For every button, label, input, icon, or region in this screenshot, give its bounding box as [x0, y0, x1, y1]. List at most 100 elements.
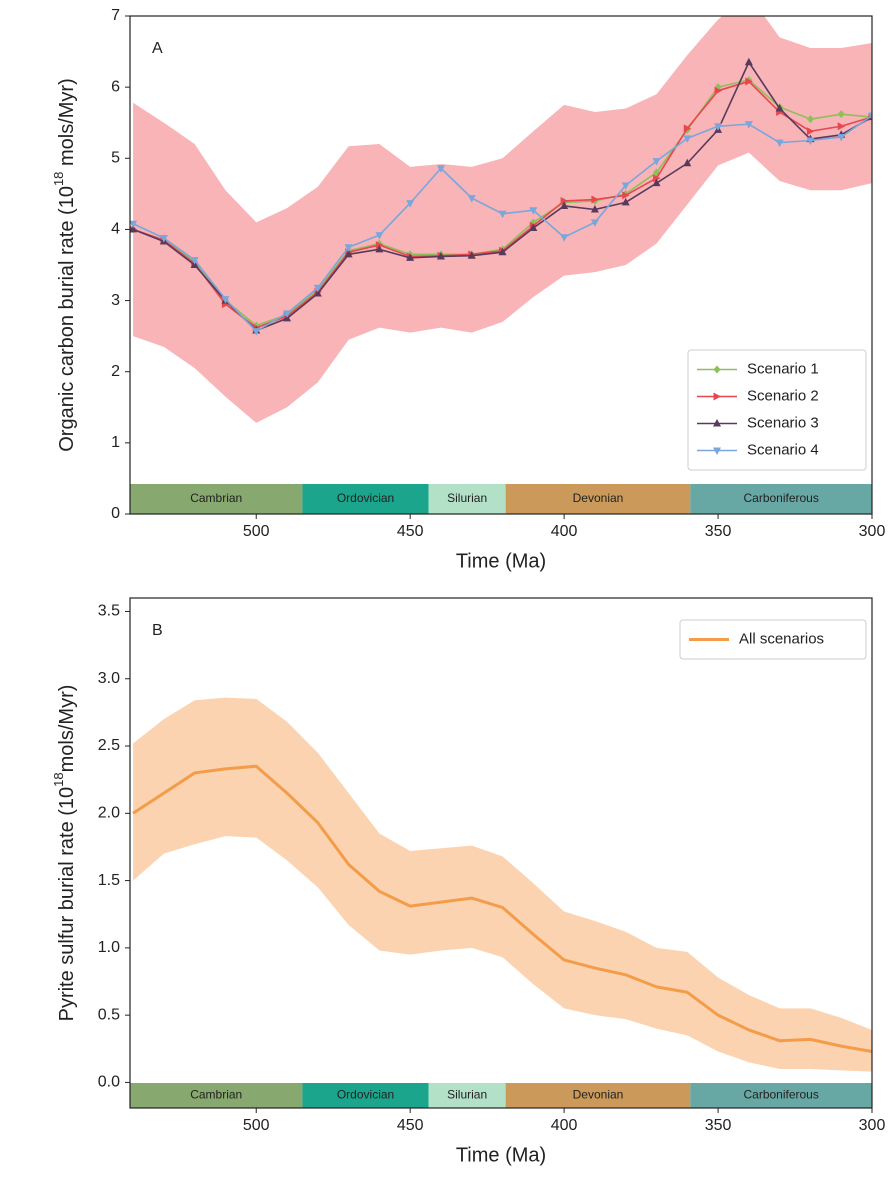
period-label: Devonian: [573, 491, 624, 505]
series-marker: [313, 288, 322, 297]
series-marker: [837, 122, 846, 131]
y-tick-label: 2: [111, 363, 120, 380]
legend-marker: [713, 392, 721, 401]
y-tick-label: 0: [111, 505, 120, 522]
legend-marker: [713, 365, 721, 374]
period-label: Carboniferous: [743, 1088, 818, 1102]
x-tick-label: 400: [551, 1117, 578, 1134]
series-marker: [591, 195, 599, 204]
series-marker: [683, 135, 692, 143]
y-tick-label: 0.5: [98, 1006, 120, 1023]
y-tick-label: 3.5: [98, 603, 120, 620]
legend-marker: [713, 419, 721, 427]
series-marker: [190, 257, 199, 265]
series-marker: [344, 244, 353, 252]
legend-box: [679, 619, 867, 660]
y-tick-label: 3: [111, 292, 120, 309]
x-tick-label: 450: [397, 1117, 424, 1134]
x-tick-label: 300: [859, 523, 886, 540]
x-tick-label: 450: [397, 523, 424, 540]
series-marker: [714, 123, 723, 131]
series-line: [132, 764, 872, 1053]
period-label: Silurian: [447, 491, 487, 505]
y-tick-label: 2.0: [98, 805, 120, 822]
y-axis-label-part: mols/Myr): [56, 685, 78, 773]
y-tick-label: 2.5: [98, 737, 120, 754]
period-label: Ordovician: [337, 1088, 394, 1102]
series-marker: [745, 77, 753, 86]
x-axis-label: Time (Ma): [456, 1144, 546, 1166]
period-bar: [690, 484, 872, 514]
legend-label: Scenario 2: [747, 387, 819, 404]
series-marker: [652, 178, 661, 187]
series-marker: [775, 139, 784, 148]
period-bar: [505, 1083, 691, 1108]
series-marker: [560, 201, 569, 209]
series-marker: [436, 251, 445, 260]
legend-label: Scenario 3: [747, 414, 819, 431]
period-label: Ordovician: [337, 491, 394, 505]
series-marker: [130, 220, 138, 229]
series-marker: [436, 165, 445, 173]
series-marker: [652, 158, 661, 166]
period-bar: [428, 1083, 506, 1108]
series-marker: [375, 241, 384, 250]
y-tick-label: 3.0: [98, 670, 120, 687]
y-tick-label: 7: [111, 7, 120, 24]
series-marker: [529, 207, 538, 215]
x-tick-label: 350: [705, 523, 732, 540]
series-marker: [344, 249, 353, 258]
series-marker: [621, 182, 630, 190]
plot-frame: [129, 15, 873, 515]
series-marker: [806, 127, 815, 136]
series-marker: [622, 191, 630, 200]
period-bar: [428, 484, 506, 514]
period-bar: [130, 484, 303, 514]
series-marker: [744, 121, 753, 129]
legend-label: Scenario 1: [747, 360, 819, 377]
plot-area: [130, 16, 872, 514]
x-tick-label: 500: [243, 523, 270, 540]
y-axis-label-part: Organic carbon burial rate (10: [56, 186, 78, 452]
series-marker: [683, 158, 692, 167]
series-marker: [714, 86, 723, 95]
legend-label: Scenario 4: [747, 441, 819, 458]
series-marker: [313, 284, 322, 293]
series-marker: [560, 196, 569, 205]
y-tick-label: 6: [111, 78, 120, 95]
y-axis-label: Organic carbon burial rate (1018 mols/My…: [51, 78, 78, 452]
plot-area: [130, 697, 872, 1108]
series-marker: [683, 124, 692, 133]
series-marker: [560, 234, 569, 242]
y-tick-label: 1.5: [98, 872, 120, 889]
x-tick-label: 500: [243, 1117, 270, 1134]
series-marker: [498, 210, 507, 219]
series-marker: [868, 112, 872, 121]
period-label: Cambrian: [190, 491, 242, 505]
series-marker: [652, 174, 661, 183]
legend-label: All scenarios: [739, 630, 824, 647]
y-axis-label: Pyrite sulfur burial rate (1018mols/Myr): [51, 685, 78, 1022]
y-tick-label: 5: [111, 150, 120, 167]
period-label: Devonian: [573, 1088, 624, 1102]
uncertainty-band: [133, 697, 872, 1072]
series-marker: [159, 234, 168, 243]
series-marker: [837, 133, 846, 142]
series-marker: [283, 310, 292, 318]
series-marker: [744, 57, 753, 66]
period-label: Carboniferous: [743, 491, 818, 505]
y-tick-label: 1: [111, 434, 120, 451]
series-marker: [375, 244, 384, 253]
x-tick-label: 300: [859, 1117, 886, 1134]
panel-annotation: A: [152, 40, 163, 57]
series-marker: [590, 219, 599, 227]
period-bar: [130, 1083, 303, 1108]
series-marker: [806, 137, 815, 145]
series-marker: [467, 195, 476, 203]
period-label: Silurian: [447, 1088, 487, 1102]
y-tick-label: 1.0: [98, 939, 120, 956]
panel-annotation: B: [152, 622, 163, 639]
series-marker: [130, 224, 138, 233]
period-bar: [505, 484, 691, 514]
